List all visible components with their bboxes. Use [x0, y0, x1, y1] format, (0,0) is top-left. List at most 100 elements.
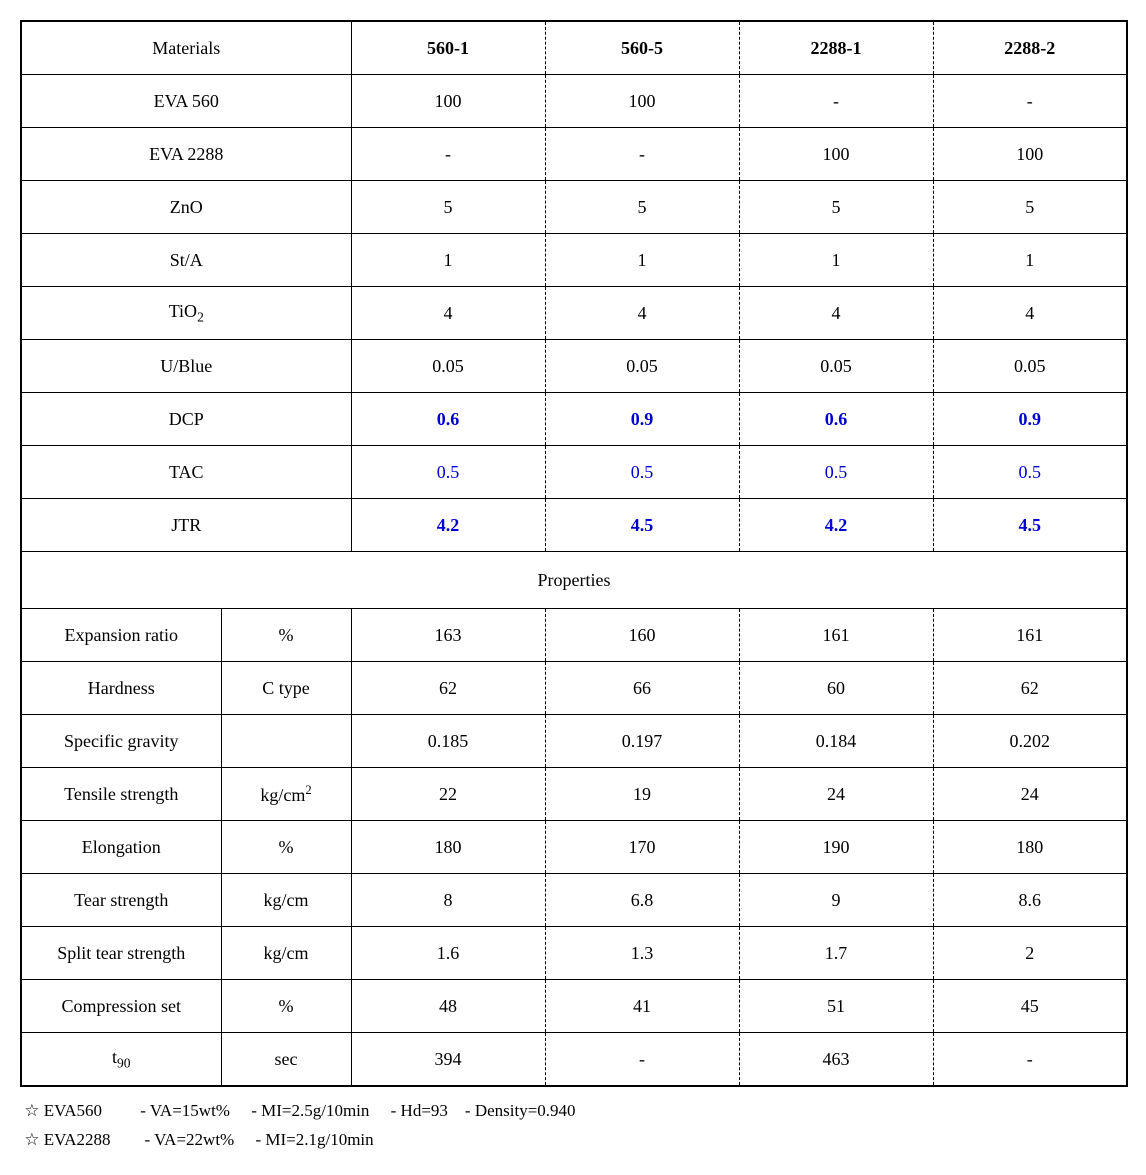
value-cell: 5 [351, 181, 545, 234]
value-cell: 5 [545, 181, 739, 234]
footnote-line: ☆ EVA2288 - VA=22wt% - MI=2.1g/10min [20, 1126, 1126, 1155]
value-cell: 100 [545, 75, 739, 128]
value-cell: 160 [545, 609, 739, 662]
value-cell: 0.197 [545, 715, 739, 768]
material-name: U/Blue [21, 340, 351, 393]
material-name: ZnO [21, 181, 351, 234]
property-name: Split tear strength [21, 927, 221, 980]
value-cell: 0.05 [351, 340, 545, 393]
value-cell: 180 [351, 821, 545, 874]
value-cell: 394 [351, 1033, 545, 1087]
material-name: EVA 2288 [21, 128, 351, 181]
value-cell: 62 [933, 662, 1127, 715]
value-cell: 180 [933, 821, 1127, 874]
value-cell: 0.184 [739, 715, 933, 768]
formulation-properties-table: Materials560-1560-52288-12288-2EVA 56010… [20, 20, 1128, 1087]
value-cell: 51 [739, 980, 933, 1033]
value-cell: - [933, 1033, 1127, 1087]
property-unit: % [221, 821, 351, 874]
value-cell: 0.9 [933, 393, 1127, 446]
value-cell: 4.2 [739, 499, 933, 552]
value-cell: 62 [351, 662, 545, 715]
value-cell: 1 [351, 234, 545, 287]
value-cell: 0.05 [933, 340, 1127, 393]
materials-header: Materials [21, 21, 351, 75]
value-cell: 161 [933, 609, 1127, 662]
value-cell: 0.05 [739, 340, 933, 393]
property-name: Elongation [21, 821, 221, 874]
value-cell: 8 [351, 874, 545, 927]
value-cell: 45 [933, 980, 1127, 1033]
value-cell: 66 [545, 662, 739, 715]
value-cell: 100 [351, 75, 545, 128]
value-cell: 4.2 [351, 499, 545, 552]
property-unit: sec [221, 1033, 351, 1087]
value-cell: 0.5 [545, 446, 739, 499]
property-name: Expansion ratio [21, 609, 221, 662]
property-unit: C type [221, 662, 351, 715]
value-cell: 0.185 [351, 715, 545, 768]
column-header: 2288-1 [739, 21, 933, 75]
value-cell: 0.5 [351, 446, 545, 499]
value-cell: 190 [739, 821, 933, 874]
property-name: t90 [21, 1033, 221, 1087]
value-cell: 0.05 [545, 340, 739, 393]
value-cell: 0.6 [739, 393, 933, 446]
column-header: 560-1 [351, 21, 545, 75]
value-cell: 5 [739, 181, 933, 234]
value-cell: - [933, 75, 1127, 128]
column-header: 2288-2 [933, 21, 1127, 75]
value-cell: 4 [351, 287, 545, 340]
property-unit [221, 715, 351, 768]
property-name: Tensile strength [21, 768, 221, 821]
value-cell: 8.6 [933, 874, 1127, 927]
value-cell: 6.8 [545, 874, 739, 927]
value-cell: 41 [545, 980, 739, 1033]
value-cell: 0.6 [351, 393, 545, 446]
value-cell: - [739, 75, 933, 128]
value-cell: 1 [933, 234, 1127, 287]
value-cell: 24 [739, 768, 933, 821]
property-name: Tear strength [21, 874, 221, 927]
property-unit: kg/cm [221, 927, 351, 980]
material-name: St/A [21, 234, 351, 287]
value-cell: 170 [545, 821, 739, 874]
material-name: TiO2 [21, 287, 351, 340]
property-unit: % [221, 609, 351, 662]
value-cell: 24 [933, 768, 1127, 821]
value-cell: 4 [739, 287, 933, 340]
property-unit: kg/cm [221, 874, 351, 927]
value-cell: 60 [739, 662, 933, 715]
material-name: EVA 560 [21, 75, 351, 128]
value-cell: 4.5 [545, 499, 739, 552]
value-cell: 19 [545, 768, 739, 821]
value-cell: 1 [739, 234, 933, 287]
column-header: 560-5 [545, 21, 739, 75]
material-name: JTR [21, 499, 351, 552]
value-cell: 22 [351, 768, 545, 821]
value-cell: 1.7 [739, 927, 933, 980]
value-cell: 0.5 [739, 446, 933, 499]
value-cell: - [545, 1033, 739, 1087]
value-cell: 100 [933, 128, 1127, 181]
value-cell: - [545, 128, 739, 181]
property-name: Compression set [21, 980, 221, 1033]
material-name: TAC [21, 446, 351, 499]
value-cell: 48 [351, 980, 545, 1033]
value-cell: 1.6 [351, 927, 545, 980]
value-cell: 463 [739, 1033, 933, 1087]
footnotes: ☆ EVA560 - VA=15wt% - MI=2.5g/10min - Hd… [20, 1097, 1126, 1155]
property-unit: % [221, 980, 351, 1033]
value-cell: 2 [933, 927, 1127, 980]
property-unit: kg/cm2 [221, 768, 351, 821]
value-cell: 0.9 [545, 393, 739, 446]
value-cell: - [351, 128, 545, 181]
value-cell: 4.5 [933, 499, 1127, 552]
value-cell: 1 [545, 234, 739, 287]
value-cell: 4 [545, 287, 739, 340]
value-cell: 161 [739, 609, 933, 662]
value-cell: 9 [739, 874, 933, 927]
value-cell: 5 [933, 181, 1127, 234]
properties-header: Properties [21, 552, 1127, 609]
property-name: Specific gravity [21, 715, 221, 768]
